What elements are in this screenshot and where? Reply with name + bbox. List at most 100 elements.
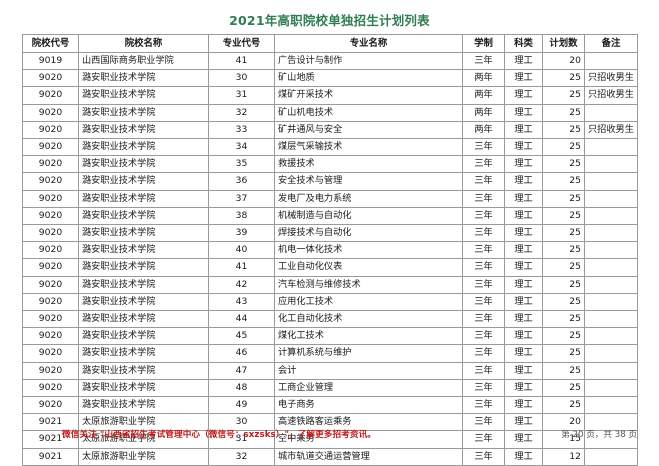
cell-years: 三年	[462, 138, 505, 157]
cell-cat: 理工	[504, 344, 543, 363]
cell-years: 三年	[462, 189, 505, 208]
cell-code: 9020	[22, 258, 79, 277]
cell-plan: 25	[542, 138, 585, 157]
cell-code: 9020	[22, 103, 79, 122]
cell-mcode: 40	[208, 241, 275, 260]
cell-mcode: 45	[208, 327, 275, 346]
table-row: 9019 山西国际商务职业学院 41 广告设计与制作 三年 理工 20	[22, 51, 638, 71]
cell-plan: 25	[542, 120, 585, 140]
cell-code: 9020	[22, 275, 79, 294]
cell-note	[584, 378, 638, 398]
table-row: 9020 潞安职业技术学院 33 矿井通风与安全 两年 理工 25 只招收男生	[22, 120, 638, 140]
cell-code: 9020	[22, 241, 79, 260]
cell-mcode: 43	[208, 292, 275, 312]
cell-note	[584, 155, 638, 174]
cell-code: 9020	[22, 396, 79, 415]
cell-cat: 理工	[504, 172, 543, 191]
cell-cat: 理工	[504, 258, 543, 277]
cell-mcode: 47	[208, 361, 275, 380]
table-header-row: 院校代号 院校名称 专业代号 专业名称 学制 科类 计划数 备注	[22, 34, 638, 53]
cell-code: 9020	[22, 120, 79, 140]
cell-mcode: 42	[208, 275, 275, 294]
page-footer: 微信关注 "山西省招生考试管理中心（微信号：sxzsks）"，了解更多招考资讯。…	[22, 428, 637, 442]
cell-plan: 25	[542, 344, 585, 363]
cell-school: 潞安职业技术学院	[78, 344, 209, 363]
cell-cat: 理工	[504, 69, 543, 88]
table-row: 9020 潞安职业技术学院 38 机械制造与自动化 三年 理工 25	[22, 206, 638, 226]
table-header: 院校代号 院校名称 专业代号 专业名称 学制 科类 计划数 备注	[22, 34, 638, 53]
cell-years: 两年	[462, 69, 505, 88]
cell-mcode: 49	[208, 396, 275, 415]
cell-note	[584, 241, 638, 260]
column-header-duration: 学制	[462, 34, 505, 53]
cell-note	[584, 275, 638, 294]
cell-years: 三年	[462, 344, 505, 363]
table-row: 9020 潞安职业技术学院 47 会计 三年 理工 25	[22, 361, 638, 380]
cell-mname: 机械制造与自动化	[274, 206, 463, 226]
cell-plan: 12	[542, 447, 585, 466]
cell-mname: 发电厂及电力系统	[274, 189, 463, 208]
cell-mname: 会计	[274, 361, 463, 380]
cell-cat: 理工	[504, 189, 543, 208]
cell-school: 山西国际商务职业学院	[78, 51, 209, 71]
cell-cat: 理工	[504, 396, 543, 415]
cell-code: 9019	[22, 51, 79, 71]
cell-years: 三年	[462, 155, 505, 174]
cell-note	[584, 258, 638, 277]
cell-code: 9020	[22, 138, 79, 157]
cell-note	[584, 224, 638, 243]
cell-note	[584, 138, 638, 157]
cell-school: 潞安职业技术学院	[78, 361, 209, 380]
cell-cat: 理工	[504, 241, 543, 260]
column-header-school-code: 院校代号	[22, 34, 79, 53]
cell-school: 潞安职业技术学院	[78, 224, 209, 243]
cell-cat: 理工	[504, 120, 543, 140]
cell-mname: 煤化工技术	[274, 327, 463, 346]
cell-mname: 化工自动化技术	[274, 310, 463, 329]
cell-mname: 汽车检测与维修技术	[274, 275, 463, 294]
cell-school: 潞安职业技术学院	[78, 378, 209, 398]
cell-mcode: 31	[208, 86, 275, 105]
table-row: 9020 潞安职业技术学院 46 计算机系统与维护 三年 理工 25	[22, 344, 638, 363]
cell-mname: 安全技术与管理	[274, 172, 463, 191]
cell-school: 潞安职业技术学院	[78, 310, 209, 329]
table-row: 9020 潞安职业技术学院 32 矿山机电技术 两年 理工 25	[22, 103, 638, 122]
cell-school: 潞安职业技术学院	[78, 138, 209, 157]
cell-mcode: 36	[208, 172, 275, 191]
cell-note	[584, 327, 638, 346]
cell-cat: 理工	[504, 378, 543, 398]
cell-years: 三年	[462, 258, 505, 277]
cell-mcode: 30	[208, 413, 275, 432]
cell-plan: 25	[542, 310, 585, 329]
cell-plan: 25	[542, 86, 585, 105]
cell-plan: 25	[542, 396, 585, 415]
cell-mname: 矿山地质	[274, 69, 463, 88]
table-row: 9020 潞安职业技术学院 41 工业自动化仪表 三年 理工 25	[22, 258, 638, 277]
table-body: 9019 山西国际商务职业学院 41 广告设计与制作 三年 理工 20 9020 潞安职业技术学…	[22, 51, 638, 466]
cell-school: 潞安职业技术学院	[78, 120, 209, 140]
cell-cat: 理工	[504, 224, 543, 243]
cell-mcode: 46	[208, 344, 275, 363]
cell-years: 三年	[462, 447, 505, 466]
cell-note: 只招收男生	[584, 120, 638, 140]
cell-note	[584, 189, 638, 208]
cell-mcode: 41	[208, 258, 275, 277]
plan-table-container: 院校代号 院校名称 专业代号 专业名称 学制 科类 计划数 备注 9019 山西国…	[22, 34, 638, 466]
cell-mname: 煤矿开采技术	[274, 86, 463, 105]
cell-mcode: 38	[208, 206, 275, 226]
cell-school: 潞安职业技术学院	[78, 275, 209, 294]
table-row: 9020 潞安职业技术学院 39 焊接技术与自动化 三年 理工 25	[22, 224, 638, 243]
cell-mname: 机电一体化技术	[274, 241, 463, 260]
cell-note	[584, 344, 638, 363]
cell-school: 潞安职业技术学院	[78, 292, 209, 312]
cell-plan: 25	[542, 327, 585, 346]
cell-plan: 25	[542, 69, 585, 88]
table-row: 9020 潞安职业技术学院 30 矿山地质 两年 理工 25 只招收男生	[22, 69, 638, 88]
cell-mcode: 37	[208, 189, 275, 208]
cell-mname: 煤层气采输技术	[274, 138, 463, 157]
cell-mname: 城市轨道交通运营管理	[274, 447, 463, 466]
cell-mname: 电子商务	[274, 396, 463, 415]
cell-code: 9020	[22, 172, 79, 191]
cell-plan: 25	[542, 258, 585, 277]
cell-mname: 救援技术	[274, 155, 463, 174]
